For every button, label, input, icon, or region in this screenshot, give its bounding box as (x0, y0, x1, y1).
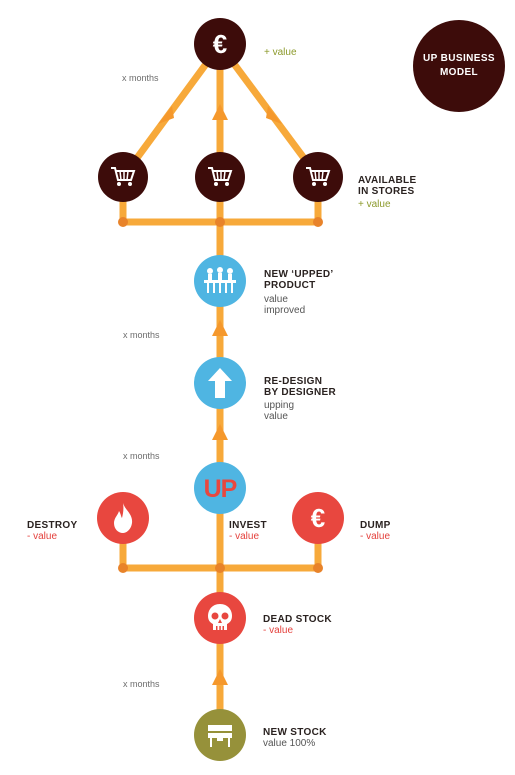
value-note: - value (229, 531, 260, 542)
node-title: DUMP (360, 520, 391, 531)
value-note: + value (358, 199, 391, 210)
node-title: RE-DESIGN BY DESIGNER (264, 376, 337, 398)
euro-icon: € (311, 503, 325, 533)
arrow-up-icon (212, 669, 228, 685)
redesign-node (194, 357, 246, 409)
interval-label: x months (122, 73, 159, 83)
interval-label: x months (123, 330, 160, 340)
euro-icon: € (213, 29, 227, 59)
junction-dot (215, 563, 225, 573)
dump-label: DUMP - value (360, 520, 391, 542)
junction-dot (118, 217, 128, 227)
store-cart-node-right (293, 152, 343, 202)
shopping-cart-icon (111, 167, 136, 186)
interval-label: x months (123, 679, 160, 689)
dump-node: € (292, 492, 344, 544)
destroy-node (97, 492, 149, 544)
up-logo-icon: UP (204, 475, 238, 501)
junction-dot (118, 563, 128, 573)
value-note: - value (263, 625, 294, 636)
skull-icon (208, 604, 232, 630)
title-badge: UP BUSINESS MODEL (413, 20, 505, 112)
value-note: value 100% (263, 738, 316, 749)
euro-node: € (194, 18, 246, 70)
invest-label: INVEST - value (229, 520, 267, 542)
store-cart-node-center (195, 152, 245, 202)
value-note: value improved (264, 294, 306, 316)
node-title: AVAILABLE IN STORES (358, 175, 417, 197)
people-icon (204, 267, 236, 293)
svg-text:UP: UP (204, 475, 237, 501)
dead-stock-node (194, 592, 246, 644)
junction-dot (313, 563, 323, 573)
value-note: upping value (264, 400, 295, 422)
junction-dot (313, 217, 323, 227)
node-title: NEW STOCK (263, 727, 327, 738)
svg-text:€: € (213, 29, 227, 59)
arrow-up-icon (212, 104, 228, 120)
euro-top-label: + value (264, 47, 297, 58)
node-title: DESTROY (27, 520, 78, 531)
node-title: NEW ‘UPPED’ PRODUCT (264, 269, 334, 291)
arrow-diagonal-icon (158, 106, 174, 124)
value-note: - value (27, 531, 58, 542)
dead-stock-label: DEAD STOCK - value (263, 614, 332, 636)
arrow-up-icon (212, 424, 228, 440)
up-arrow-icon (208, 368, 232, 398)
node-title: INVEST (229, 520, 267, 531)
value-note: + value (264, 47, 297, 58)
store-cart-node-left (98, 152, 148, 202)
shopping-cart-icon (208, 167, 233, 186)
new-product-node (194, 255, 246, 307)
arrow-up-icon (212, 320, 228, 336)
interval-label: x months (123, 451, 160, 461)
new-stock-node (194, 709, 246, 761)
new-product-label: NEW ‘UPPED’ PRODUCT value improved (264, 269, 333, 316)
svg-text:€: € (311, 503, 325, 533)
invest-node: UP (194, 462, 246, 514)
shopping-cart-icon (306, 167, 331, 186)
destroy-label: DESTROY - value (27, 520, 77, 542)
flame-icon (114, 503, 133, 533)
piano-icon (208, 725, 232, 747)
value-note: - value (360, 531, 391, 542)
redesign-label: RE-DESIGN BY DESIGNER upping value (264, 376, 336, 422)
arrow-diagonal-icon (266, 106, 282, 124)
new-stock-label: NEW STOCK value 100% (263, 727, 327, 749)
junction-dot (215, 217, 225, 227)
stores-label: AVAILABLE IN STORES + value (358, 175, 416, 210)
node-title: DEAD STOCK (263, 614, 332, 625)
